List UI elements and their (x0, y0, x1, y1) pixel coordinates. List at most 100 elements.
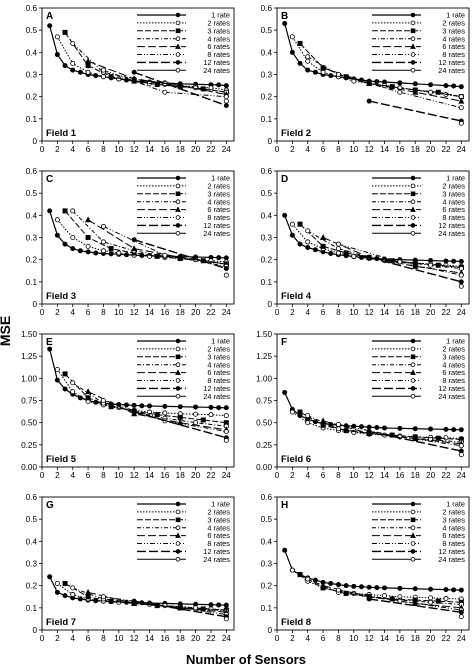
y-tick-label: 0.3 (261, 71, 273, 80)
field-label: Field 7 (46, 617, 76, 628)
data-point (435, 435, 441, 441)
series-6-rates (320, 417, 465, 447)
x-tick-label: 16 (160, 471, 170, 480)
y-tick-label: 1.50 (256, 330, 272, 339)
data-point (100, 74, 106, 80)
data-point (397, 80, 403, 86)
legend-label: 8 rates (442, 213, 465, 222)
legend-marker (175, 43, 181, 49)
data-point (374, 585, 380, 591)
panel-letter: B (281, 11, 288, 22)
x-tick-label: 14 (145, 308, 155, 317)
panel-a: 00.10.20.30.40.50.60 2 4 6 8 10 12 14 16 18 20 22 24… (26, 4, 235, 154)
data-point (70, 40, 76, 46)
data-point (62, 63, 68, 69)
data-point (108, 246, 114, 252)
x-tick-label: 6 (321, 471, 326, 480)
x-tick-label: 0 (275, 308, 280, 317)
legend-label: 2 rates (442, 182, 465, 191)
data-point (54, 217, 60, 223)
legend-marker (175, 532, 181, 538)
series-line (72, 210, 227, 265)
legend-label: 6 rates (442, 42, 465, 51)
y-tick-label: 0.50 (21, 419, 37, 428)
data-point (70, 380, 76, 386)
legend-marker (410, 369, 416, 375)
legend-marker (410, 517, 416, 523)
x-tick-label: 22 (441, 308, 451, 317)
series-24-rates (458, 614, 464, 620)
x-tick-label: 20 (426, 308, 436, 317)
x-tick-label: 12 (130, 145, 140, 154)
data-point (85, 388, 92, 395)
x-tick-label: 24 (222, 308, 232, 317)
legend-label: 6 rates (207, 531, 230, 540)
legend-marker (410, 183, 416, 189)
data-point (443, 435, 449, 441)
series-line (49, 25, 227, 87)
data-point (305, 420, 311, 426)
legend-marker (410, 509, 416, 515)
data-point (131, 69, 137, 75)
x-tick-label: 10 (114, 634, 124, 643)
panel-letter: H (281, 500, 288, 511)
legend-marker (175, 52, 181, 57)
series-line (299, 223, 462, 268)
y-tick-label: 0.2 (261, 582, 273, 591)
legend-label: 4 rates (207, 197, 230, 206)
data-point (382, 593, 388, 599)
x-tick-label: 22 (441, 634, 451, 643)
legend-marker (175, 231, 181, 236)
y-tick-label: 0.1 (261, 604, 273, 613)
x-tick-label: 10 (114, 308, 124, 317)
legend-label: 24 rates (438, 66, 465, 75)
y-tick-label: 0 (267, 300, 272, 309)
legend-marker (175, 556, 181, 562)
x-tick-label: 18 (411, 145, 421, 154)
data-point (335, 582, 341, 588)
data-point (100, 594, 106, 600)
series-8-rates (335, 241, 464, 278)
legend-marker (175, 501, 181, 507)
y-tick-label: 0.5 (26, 26, 38, 35)
x-tick-label: 8 (336, 471, 341, 480)
data-point (458, 84, 464, 90)
data-point (443, 258, 449, 264)
x-tick-label: 8 (101, 634, 106, 643)
legend-label: 3 rates (207, 26, 230, 35)
data-point (374, 79, 380, 85)
x-tick-label: 14 (380, 634, 390, 643)
y-tick-label: 0 (32, 300, 37, 309)
data-point (108, 251, 114, 257)
series-line (87, 391, 227, 431)
y-tick-label: 0.1 (261, 115, 273, 124)
series-24-rates (458, 283, 464, 289)
x-axis-label: Number of Sensors (186, 652, 306, 667)
legend-label: 4 rates (442, 34, 465, 43)
field-label: Field 2 (281, 128, 311, 139)
data-point (343, 583, 349, 589)
x-tick-label: 18 (176, 471, 186, 480)
series-line (369, 256, 462, 283)
x-tick-label: 12 (130, 634, 140, 643)
y-tick-label: 0.4 (26, 48, 38, 57)
data-point (428, 89, 434, 95)
x-tick-label: 4 (305, 471, 310, 480)
legend-marker (410, 215, 416, 220)
data-point (335, 72, 341, 78)
legend-marker (410, 556, 416, 562)
x-tick-label: 6 (86, 471, 91, 480)
y-tick-label: 0.6 (26, 167, 38, 176)
series-8-rates (335, 72, 464, 111)
x-tick-label: 4 (305, 145, 310, 154)
x-tick-label: 20 (426, 634, 436, 643)
x-tick-label: 10 (114, 471, 124, 480)
series-line (72, 587, 227, 612)
legend-marker (410, 60, 416, 65)
legend-label: 8 rates (442, 539, 465, 548)
x-tick-label: 12 (365, 145, 375, 154)
data-point (366, 596, 372, 602)
x-tick-label: 12 (365, 471, 375, 480)
legend-label: 1 rate (211, 174, 230, 183)
